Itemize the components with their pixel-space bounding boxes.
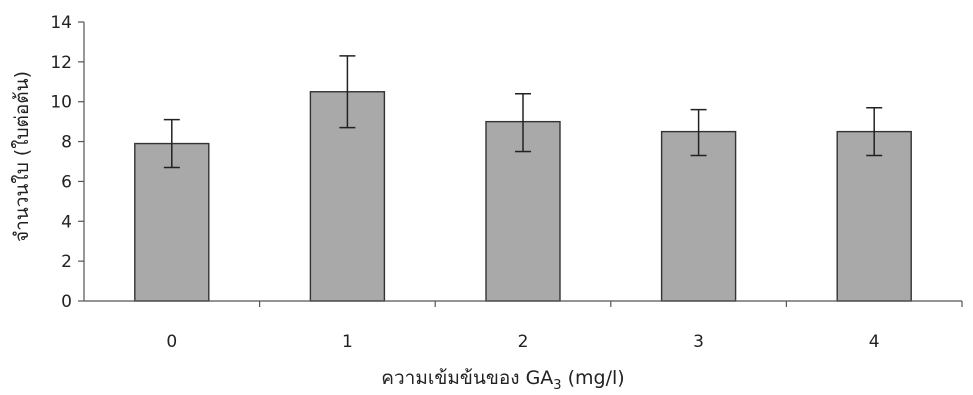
x-axis-title-text: ความเข้มข้นของ GA	[381, 367, 553, 389]
x-tick-label: 3	[693, 332, 704, 352]
error-bars	[163, 55, 883, 169]
y-tick-label: 8	[61, 133, 72, 153]
x-tick-label: 0	[166, 332, 177, 352]
y-axis-ticks: 0 2 4 6 8 10 12 14	[50, 13, 84, 312]
x-tick-label: 4	[869, 332, 880, 352]
y-tick-label: 6	[61, 172, 72, 192]
y-axis-title: จำนวนใบ (ใบต่อต้น)	[11, 71, 33, 242]
y-tick-label: 12	[50, 53, 72, 73]
x-axis-title-unit: (mg/l)	[562, 367, 625, 389]
y-tick-label: 2	[61, 252, 72, 272]
x-tick-label: 1	[342, 332, 353, 352]
x-axis-title-subscript: 3	[553, 378, 561, 393]
x-tick-label: 2	[518, 332, 529, 352]
y-tick-label: 10	[50, 93, 72, 113]
y-tick-label: 0	[61, 292, 72, 312]
y-tick-label: 14	[50, 13, 72, 33]
bar	[134, 142, 210, 302]
y-tick-label: 4	[61, 212, 72, 232]
x-axis-title: ความเข้มข้นของ GA3 (mg/l)	[381, 367, 624, 393]
x-axis-ticks: 0 1 2 3 4	[166, 301, 963, 352]
bar	[660, 130, 737, 302]
bar	[836, 130, 912, 302]
